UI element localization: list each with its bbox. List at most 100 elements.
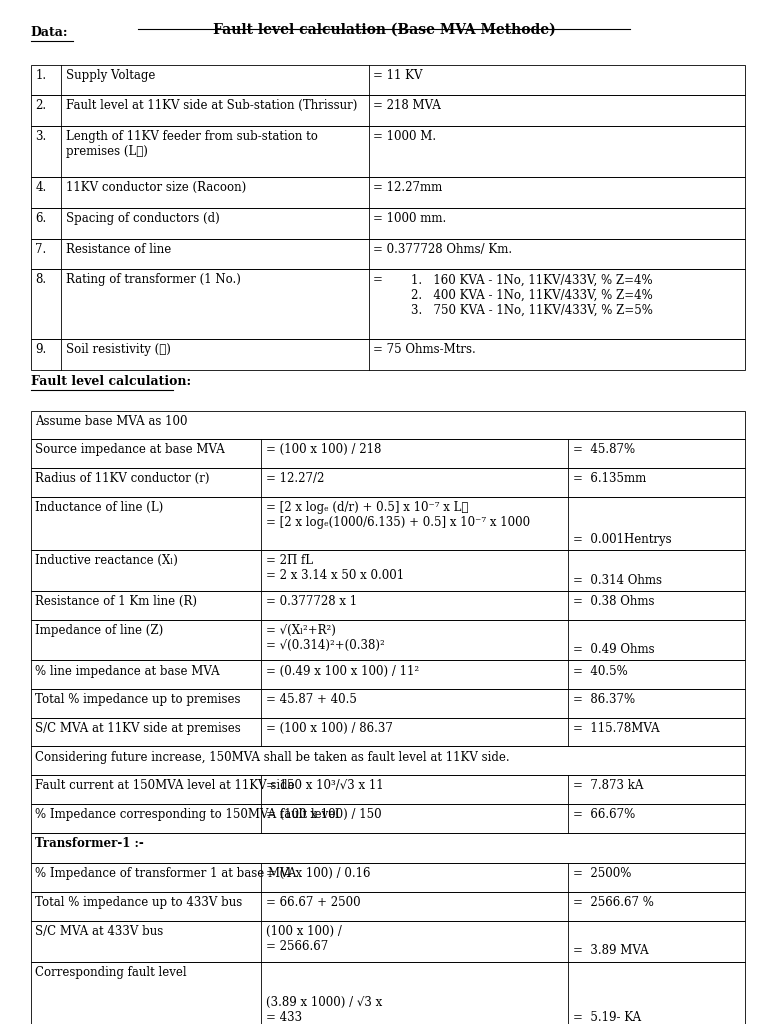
Bar [31,921,745,962]
Text: =  45.87%: = 45.87% [573,443,635,457]
Text: % line impedance at base MVA: % line impedance at base MVA [35,665,220,678]
Text: % Impedance corresponding to 150MVA fault level: % Impedance corresponding to 150MVA faul… [35,808,339,821]
Text: 7.: 7. [35,243,47,256]
Text: =  7.873 kA: = 7.873 kA [573,779,644,793]
Text: =  3.89 MVA: = 3.89 MVA [573,944,648,957]
Text: Corresponding fault level: Corresponding fault level [35,966,187,979]
Text: =  6.135mm: = 6.135mm [573,472,646,485]
Text: % Impedance of transformer 1 at base MVA: % Impedance of transformer 1 at base MVA [35,867,296,881]
Text: 4.: 4. [35,181,47,195]
Text: 1.   160 KVA - 1No, 11KV/433V, % Z=4%
2.   400 KVA - 1No, 11KV/433V, % Z=4%
3.  : 1. 160 KVA - 1No, 11KV/433V, % Z=4% 2. 4… [411,273,653,316]
Bar [31,126,745,177]
Text: = 218 MVA: = 218 MVA [373,99,441,113]
Text: = (100 x 100) / 218: = (100 x 100) / 218 [266,443,381,457]
Text: = 1000 mm.: = 1000 mm. [373,212,446,225]
Text: = (100 x 100) / 150: = (100 x 100) / 150 [266,808,382,821]
Text: = 12.27mm: = 12.27mm [373,181,442,195]
Text: =  115.78MVA: = 115.78MVA [573,722,660,735]
Text: Fault current at 150MVA level at 11KV side: Fault current at 150MVA level at 11KV si… [35,779,295,793]
Text: 8.: 8. [35,273,46,287]
Text: = (100 x 100) / 86.37: = (100 x 100) / 86.37 [266,722,392,735]
Text: = [2 x logₑ (d/r) + 0.5] x 10⁻⁷ x Lℓ
= [2 x logₑ(1000/6.135) + 0.5] x 10⁻⁷ x 100: = [2 x logₑ (d/r) + 0.5] x 10⁻⁷ x Lℓ = [… [266,501,530,528]
Bar [31,239,745,269]
Text: =: = [373,273,383,287]
Text: =  40.5%: = 40.5% [573,665,627,678]
Text: Inductive reactance (Xₗ): Inductive reactance (Xₗ) [35,554,178,567]
Text: Data:: Data: [31,26,68,39]
Text: =  5.19- KA: = 5.19- KA [573,1011,641,1024]
Bar [31,339,745,370]
Text: = (0.49 x 100 x 100) / 11²: = (0.49 x 100 x 100) / 11² [266,665,419,678]
Text: Soil resistivity (ℓ): Soil resistivity (ℓ) [66,343,171,356]
Text: =  0.38 Ohms: = 0.38 Ohms [573,595,654,608]
Bar [31,550,745,591]
Text: =  0.49 Ohms: = 0.49 Ohms [573,643,654,656]
Bar [31,497,745,550]
Text: = 1000 M.: = 1000 M. [373,130,436,143]
Text: 3.: 3. [35,130,47,143]
Text: Total % impedance up to premises: Total % impedance up to premises [35,693,241,707]
Text: =  2500%: = 2500% [573,867,631,881]
Bar [31,718,745,746]
Bar [31,411,745,439]
Text: 9.: 9. [35,343,47,356]
Text: Rating of transformer (1 No.): Rating of transformer (1 No.) [66,273,241,287]
Text: Fault level calculation:: Fault level calculation: [31,375,190,388]
Bar [31,269,745,339]
Text: Assume base MVA as 100: Assume base MVA as 100 [35,415,188,428]
Text: = 75 Ohms-Mtrs.: = 75 Ohms-Mtrs. [373,343,476,356]
Bar [31,208,745,239]
Text: Fault level at 11KV side at Sub-station (Thrissur): Fault level at 11KV side at Sub-station … [66,99,357,113]
Bar [31,591,745,620]
Text: Resistance of line: Resistance of line [66,243,171,256]
Text: Source impedance at base MVA: Source impedance at base MVA [35,443,225,457]
Text: = 45.87 + 40.5: = 45.87 + 40.5 [266,693,356,707]
Text: = 66.67 + 2500: = 66.67 + 2500 [266,896,360,909]
Text: Length of 11KV feeder from sub-station to
premises (Lℓ): Length of 11KV feeder from sub-station t… [66,130,318,158]
Bar [31,620,745,660]
Text: (3.89 x 1000) / √3 x
= 433: (3.89 x 1000) / √3 x = 433 [266,996,382,1024]
Bar [31,892,745,921]
Text: Fault level calculation (Base MVA Methode): Fault level calculation (Base MVA Method… [213,23,555,37]
Text: 1.: 1. [35,69,46,82]
Text: S/C MVA at 11KV side at premises: S/C MVA at 11KV side at premises [35,722,241,735]
Text: 11KV conductor size (Racoon): 11KV conductor size (Racoon) [66,181,247,195]
Text: = 0.377728 x 1: = 0.377728 x 1 [266,595,357,608]
Text: = √(Xₗ²+R²)
= √(0.314)²+(0.38)²: = √(Xₗ²+R²) = √(0.314)²+(0.38)² [266,624,385,651]
Bar [31,177,745,208]
Bar [31,689,745,718]
Text: Radius of 11KV conductor (r): Radius of 11KV conductor (r) [35,472,210,485]
Text: = 2Π fL
= 2 x 3.14 x 50 x 0.001: = 2Π fL = 2 x 3.14 x 50 x 0.001 [266,554,404,582]
Bar [31,833,745,863]
Text: = (4 x 100) / 0.16: = (4 x 100) / 0.16 [266,867,370,881]
Text: (100 x 100) /
= 2566.67: (100 x 100) / = 2566.67 [266,925,342,952]
Bar [31,95,745,126]
Text: Transformer-1 :-: Transformer-1 :- [35,837,144,850]
Bar [31,660,745,689]
Text: Supply Voltage: Supply Voltage [66,69,155,82]
Text: Inductance of line (L): Inductance of line (L) [35,501,164,514]
Bar [31,65,745,95]
Text: =  66.67%: = 66.67% [573,808,635,821]
Text: Impedance of line (Z): Impedance of line (Z) [35,624,164,637]
Bar [31,775,745,804]
Text: = 12.27/2: = 12.27/2 [266,472,324,485]
Text: Total % impedance up to 433V bus: Total % impedance up to 433V bus [35,896,243,909]
Bar [31,962,745,1024]
Bar [31,746,745,775]
Bar [31,439,745,468]
Bar [31,468,745,497]
Text: = 0.377728 Ohms/ Km.: = 0.377728 Ohms/ Km. [373,243,512,256]
Text: 2.: 2. [35,99,46,113]
Text: =  2566.67 %: = 2566.67 % [573,896,654,909]
Text: S/C MVA at 433V bus: S/C MVA at 433V bus [35,925,164,938]
Text: = 150 x 10³/√3 x 11: = 150 x 10³/√3 x 11 [266,779,383,793]
Text: 6.: 6. [35,212,47,225]
Text: =  86.37%: = 86.37% [573,693,635,707]
Text: Spacing of conductors (d): Spacing of conductors (d) [66,212,220,225]
Text: =  0.001Hentrys: = 0.001Hentrys [573,532,671,546]
Bar [31,863,745,892]
Text: Considering future increase, 150MVA shall be taken as fault level at 11KV side.: Considering future increase, 150MVA shal… [35,751,510,764]
Text: Resistance of 1 Km line (R): Resistance of 1 Km line (R) [35,595,197,608]
Text: = 11 KV: = 11 KV [373,69,422,82]
